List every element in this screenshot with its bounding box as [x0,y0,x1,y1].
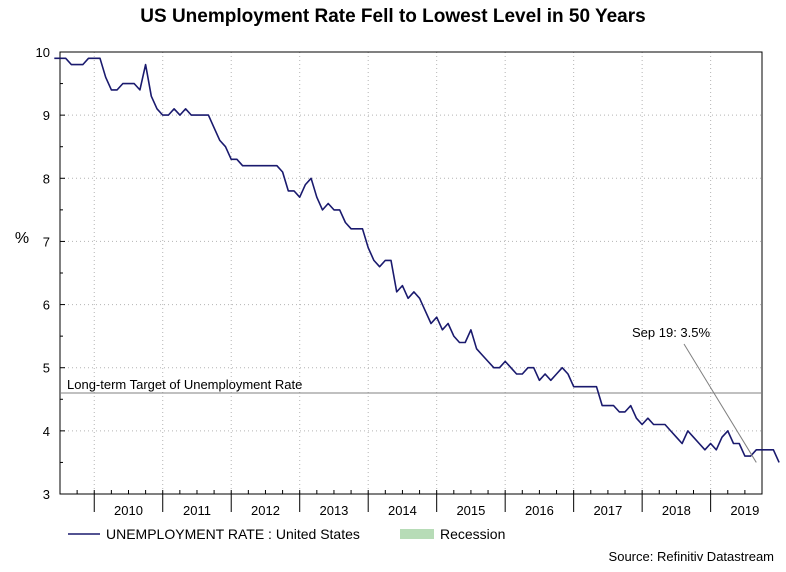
legend: UNEMPLOYMENT RATE : United States Recess… [68,526,505,542]
x-tick-label: 2011 [183,503,211,518]
x-tick-label: 2017 [593,503,622,518]
annotation-label: Sep 19: 3.5% [632,325,710,340]
plot-frame [59,51,763,495]
annotation-leader-line [683,343,757,463]
x-tick-label: 2012 [251,503,280,518]
y-tick-label: 10 [36,45,50,60]
x-tick-label: 2016 [525,503,554,518]
x-tick-label: 2010 [114,503,143,518]
legend-item-recession: Recession [440,526,505,542]
y-tick-label: 6 [43,298,50,313]
x-tick-label: 2014 [388,503,417,518]
series-line-unemployment [54,57,780,463]
y-axis: 3 4 5 6 7 8 9 10 [36,45,65,502]
target-line-label: Long-term Target of Unemployment Rate [67,377,302,392]
x-tick-label: 2013 [319,503,348,518]
x-tick-label: 2019 [730,503,759,518]
y-tick-label: 9 [43,108,50,123]
x-axis: 2010 2011 2012 2013 2014 2015 2016 2017 2018 2019 [59,490,763,518]
y-tick-label: 8 [43,171,50,186]
legend-item-unemployment: UNEMPLOYMENT RATE : United States [106,526,360,542]
legend-recession-swatch [400,529,434,539]
x-tick-label: 2015 [456,503,485,518]
y-tick-label: 5 [43,361,50,376]
y-tick-label: 7 [43,234,50,249]
chart-title: US Unemployment Rate Fell to Lowest Leve… [140,6,645,27]
y-axis-label: % [15,230,29,247]
y-tick-label: 3 [43,487,50,502]
y-tick-label: 4 [43,424,50,439]
source-note: Source: Refinitiv Datastream [609,549,774,564]
x-tick-label: 2018 [662,503,691,518]
gridlines [60,52,762,494]
